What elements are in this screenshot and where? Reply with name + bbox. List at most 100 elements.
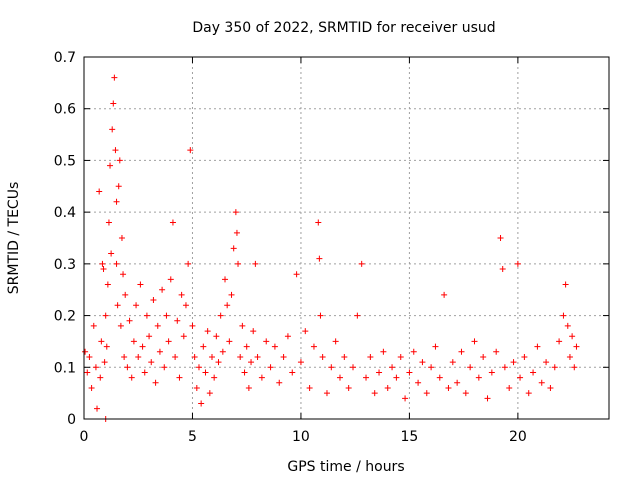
data-point xyxy=(139,343,146,350)
data-point xyxy=(560,312,567,319)
data-point xyxy=(323,390,330,397)
data-point xyxy=(200,343,207,350)
data-point xyxy=(105,219,112,226)
data-point xyxy=(115,183,122,190)
data-point xyxy=(100,266,107,273)
data-point xyxy=(267,364,274,371)
data-point xyxy=(564,322,571,329)
x-tick-label: 5 xyxy=(188,429,197,445)
data-point xyxy=(241,369,248,376)
data-point xyxy=(226,338,233,345)
data-point xyxy=(449,359,456,366)
data-point xyxy=(187,147,194,154)
data-point xyxy=(280,353,287,360)
data-point xyxy=(228,291,235,298)
data-point xyxy=(208,353,215,360)
data-point xyxy=(94,405,101,412)
axis-ticks: 0 0.1 0.2 0.3 0.4 0.5 0.6 0.7 0 5 10 15 20 xyxy=(54,50,609,445)
data-point xyxy=(97,374,104,381)
data-points xyxy=(82,74,580,422)
data-point xyxy=(501,364,508,371)
data-point xyxy=(101,359,108,366)
data-point xyxy=(341,353,348,360)
data-point xyxy=(237,353,244,360)
data-point xyxy=(406,369,413,376)
data-point xyxy=(122,291,129,298)
data-point xyxy=(111,74,118,81)
data-point xyxy=(174,317,181,324)
data-point xyxy=(258,374,265,381)
data-point xyxy=(96,188,103,195)
data-point xyxy=(475,374,482,381)
data-point xyxy=(530,369,537,376)
data-point xyxy=(124,364,131,371)
data-point xyxy=(371,390,378,397)
data-point xyxy=(213,333,220,340)
data-point xyxy=(316,255,323,262)
data-point xyxy=(428,364,435,371)
data-point xyxy=(402,395,409,402)
data-point xyxy=(384,384,391,391)
data-point xyxy=(215,359,222,366)
data-point xyxy=(363,374,370,381)
data-point xyxy=(471,338,478,345)
data-point xyxy=(547,384,554,391)
grid-lines xyxy=(84,57,609,419)
data-point xyxy=(143,312,150,319)
data-point xyxy=(445,384,452,391)
data-point xyxy=(202,369,209,376)
data-point xyxy=(135,353,142,360)
data-point xyxy=(310,343,317,350)
data-point xyxy=(248,359,255,366)
data-point xyxy=(354,312,361,319)
data-point xyxy=(458,348,465,355)
data-point xyxy=(534,343,541,350)
data-point xyxy=(328,364,335,371)
data-point xyxy=(180,333,187,340)
data-point xyxy=(521,353,528,360)
data-point xyxy=(156,348,163,355)
y-tick-label: 0.4 xyxy=(54,205,76,221)
data-point xyxy=(271,343,278,350)
data-point xyxy=(284,333,291,340)
data-point xyxy=(350,364,357,371)
data-point xyxy=(410,348,417,355)
x-axis-label: GPS time / hours xyxy=(287,459,404,475)
data-point xyxy=(198,400,205,407)
data-point xyxy=(152,379,159,386)
y-tick-label: 0.2 xyxy=(54,309,76,325)
data-point xyxy=(467,364,474,371)
data-point xyxy=(297,359,304,366)
data-point xyxy=(317,312,324,319)
data-point xyxy=(118,235,125,241)
data-point xyxy=(148,359,155,366)
x-tick-label: 0 xyxy=(80,429,89,445)
data-point xyxy=(499,266,506,273)
data-point xyxy=(239,322,246,329)
data-point xyxy=(566,353,573,360)
data-point xyxy=(104,281,111,288)
data-point xyxy=(163,312,170,319)
data-point xyxy=(276,379,283,386)
data-point xyxy=(302,328,309,335)
data-point xyxy=(224,302,231,309)
data-point xyxy=(510,359,517,366)
data-point xyxy=(538,379,545,386)
data-point xyxy=(137,281,144,288)
data-point xyxy=(263,338,270,345)
data-point xyxy=(484,395,491,402)
data-point xyxy=(165,338,172,345)
data-point xyxy=(454,379,461,386)
data-point xyxy=(206,390,213,397)
data-point xyxy=(161,364,168,371)
chart-title: Day 350 of 2022, SRMTID for receiver usu… xyxy=(192,20,495,36)
data-point xyxy=(319,353,326,360)
data-point xyxy=(92,364,99,371)
data-point xyxy=(86,353,93,360)
x-tick-label: 10 xyxy=(292,429,310,445)
data-point xyxy=(112,147,119,154)
data-point xyxy=(121,353,128,360)
data-point xyxy=(204,328,211,335)
data-point xyxy=(141,369,148,376)
data-point xyxy=(243,343,250,350)
